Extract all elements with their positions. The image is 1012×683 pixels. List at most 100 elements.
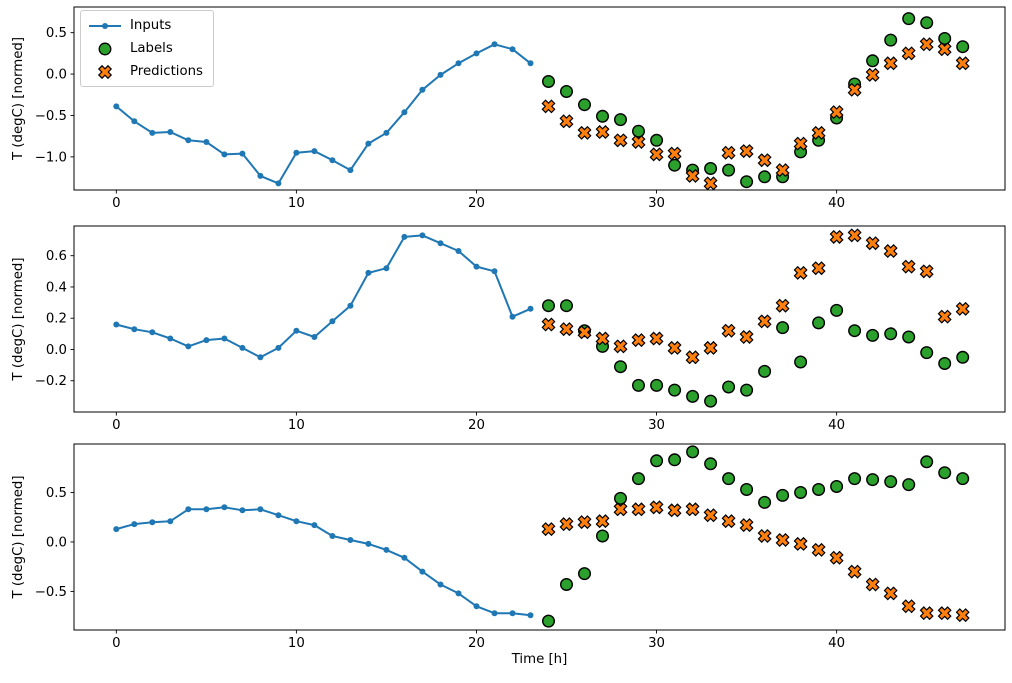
inputs-point (473, 263, 480, 270)
inputs-point (365, 140, 372, 147)
labels-point (794, 355, 808, 369)
labels-point (614, 491, 628, 505)
predictions-point (631, 502, 646, 517)
legend-label-labels: Labels (130, 41, 173, 56)
predictions-point (829, 550, 844, 565)
y-tick-label: −1.0 (35, 150, 67, 165)
labels-point (758, 495, 772, 509)
legend-item-labels: Labels (88, 39, 203, 58)
labels-point (902, 478, 916, 492)
y-tick-label: 0.0 (46, 68, 67, 83)
predictions-point (847, 82, 862, 97)
inputs-point (131, 118, 138, 125)
labels-point (560, 578, 574, 592)
inputs-point (221, 504, 228, 511)
predictions-point (685, 350, 700, 365)
inputs-point (527, 60, 534, 67)
predictions-point (577, 125, 592, 140)
inputs-point (455, 590, 462, 597)
inputs-point (113, 526, 120, 533)
inputs-point (131, 521, 138, 528)
predictions-point (811, 542, 826, 557)
x-tick-label: 20 (468, 418, 485, 433)
inputs-point (455, 60, 462, 67)
labels-point (686, 445, 700, 459)
labels-point (704, 161, 718, 175)
y-axis-title: T (degC) [normed] (11, 257, 26, 381)
predictions-point (559, 114, 574, 129)
labels-point (938, 357, 952, 371)
labels-point (542, 299, 556, 313)
labels-point (578, 567, 592, 581)
inputs-point (167, 129, 174, 135)
inputs-line (116, 506, 531, 617)
labels-point (560, 84, 574, 98)
predictions-point (955, 301, 970, 316)
labels-point (722, 380, 736, 394)
x-tick-label: 40 (828, 636, 845, 651)
inputs-point (185, 343, 192, 350)
labels-point (884, 475, 898, 489)
predictions-point (829, 105, 844, 120)
inputs-point (275, 180, 282, 187)
predictions-point (649, 500, 664, 515)
predictions-x-marker-icon (97, 64, 113, 79)
labels-point (650, 378, 664, 392)
predictions-point (667, 146, 682, 161)
inputs-point (185, 137, 192, 144)
series-predictions (541, 228, 970, 365)
predictions-point (541, 317, 556, 332)
x-tick-label: 30 (648, 418, 665, 433)
inputs-point (203, 506, 210, 513)
inputs-point (239, 507, 246, 514)
labels-circle-marker-icon (98, 42, 112, 55)
axes-frame (73, 225, 1006, 413)
x-tick-label: 10 (288, 636, 305, 651)
labels-point (830, 303, 844, 317)
inputs-point (419, 568, 426, 575)
inputs-point (203, 337, 210, 344)
inputs-point (419, 232, 426, 239)
predictions-point (901, 259, 916, 274)
inputs-point (473, 603, 480, 610)
predictions-point (811, 261, 826, 276)
labels-point (920, 455, 934, 469)
x-tick-label: 20 (468, 196, 485, 211)
labels-point (956, 472, 970, 486)
inputs-point (311, 522, 318, 529)
legend-label-inputs: Inputs (130, 18, 172, 33)
x-tick-label: 0 (112, 636, 120, 651)
x-tick-label: 10 (288, 418, 305, 433)
inputs-point (365, 540, 372, 547)
labels-point (632, 472, 646, 486)
labels-point (722, 472, 736, 486)
predictions-point (757, 153, 772, 168)
predictions-point (937, 309, 952, 324)
inputs-point (419, 86, 426, 93)
y-axis-title: T (degC) [normed] (11, 475, 26, 599)
inputs-line (115, 43, 532, 185)
series-inputs (113, 232, 534, 361)
inputs-point (527, 612, 534, 619)
inputs-point (131, 326, 138, 333)
predictions-point (775, 163, 790, 178)
inputs-point (221, 151, 228, 158)
inputs-point (113, 103, 120, 110)
inputs-point (311, 334, 318, 340)
labels-point (776, 321, 790, 335)
predictions-point (937, 606, 952, 621)
predictions-point (685, 502, 700, 517)
predictions-point (703, 508, 718, 523)
x-tick-label: 40 (828, 196, 845, 211)
inputs-point (329, 318, 336, 325)
predictions-point (919, 606, 934, 621)
subplot-2: 0 10 20 30 40 0.6 0.4 0.2 0.0 −0.2 T (degC) [norme… (11, 225, 1006, 433)
inputs-point (347, 167, 354, 174)
inputs-point (437, 71, 444, 78)
predictions-point (577, 325, 592, 340)
labels-point (650, 133, 664, 147)
labels-point (920, 346, 934, 360)
predictions-point (631, 333, 646, 348)
labels-point (812, 483, 826, 497)
